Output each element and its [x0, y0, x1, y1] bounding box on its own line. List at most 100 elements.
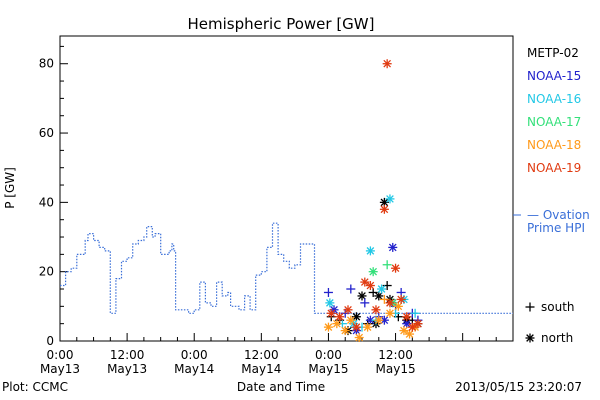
x-tick-label: 12:00 — [110, 348, 145, 362]
point-stroke — [355, 333, 364, 342]
legend-item: METP-02 — [527, 46, 579, 60]
y-tick-label: 80 — [39, 57, 54, 71]
point-stroke — [526, 334, 534, 342]
north-point — [405, 329, 415, 339]
point-stroke — [363, 323, 372, 331]
satellite-points — [323, 59, 423, 343]
north-point — [365, 246, 375, 256]
south-point — [323, 287, 333, 297]
series-noaa-18 — [323, 294, 420, 343]
point-stroke — [366, 316, 375, 325]
y-axis-label: P [GW] — [3, 167, 17, 209]
south-point — [346, 284, 356, 294]
south-point — [525, 302, 535, 312]
point-stroke — [386, 299, 394, 307]
x-tick-label: 0:00 — [315, 348, 342, 362]
point-stroke — [402, 319, 411, 328]
north-point — [391, 263, 401, 273]
north-point — [385, 194, 395, 204]
north-point — [335, 312, 345, 322]
chart-title: Hemispheric Power [GW] — [188, 15, 375, 33]
y-tick-label: 60 — [39, 126, 54, 140]
x-tick-date: May15 — [376, 362, 416, 376]
point-stroke — [326, 299, 334, 307]
point-stroke — [327, 309, 336, 318]
north-point — [374, 291, 384, 301]
ovation-legend-label: — Ovation — [527, 208, 590, 222]
point-stroke — [388, 243, 397, 252]
point-stroke — [372, 305, 380, 314]
x-axis-ticks: 0:00May1312:00May130:00May1412:00May140:… — [40, 333, 514, 376]
north-point — [346, 315, 356, 325]
point-stroke — [344, 305, 352, 314]
point-stroke — [394, 302, 403, 311]
point-stroke — [386, 309, 394, 318]
point-stroke — [360, 278, 369, 286]
north-point — [377, 284, 387, 294]
series-noaa-16 — [325, 194, 420, 332]
x-tick-date: May14 — [241, 362, 281, 376]
north-point — [371, 305, 381, 315]
x-tick-date: May13 — [40, 362, 80, 376]
north-point — [365, 281, 375, 291]
footer-credit: Plot: CCMC — [2, 380, 68, 394]
north-point — [357, 291, 367, 301]
hemisphere-key-label: south — [541, 300, 575, 314]
north-point — [354, 333, 364, 343]
point-stroke — [346, 316, 355, 325]
point-stroke — [374, 316, 383, 325]
point-stroke — [383, 59, 392, 68]
north-point — [326, 308, 336, 318]
north-point — [396, 294, 406, 304]
point-stroke — [358, 292, 366, 300]
x-tick-date: May15 — [308, 362, 348, 376]
north-point — [388, 242, 398, 252]
x-tick-label: 0:00 — [181, 348, 208, 362]
x-tick-date: May14 — [174, 362, 214, 376]
hemisphere-key-label: north — [541, 331, 573, 345]
north-point — [363, 322, 373, 332]
north-point — [332, 319, 342, 329]
north-point — [413, 319, 423, 329]
north-point — [382, 59, 392, 69]
x-tick-date: May13 — [107, 362, 147, 376]
south-point — [382, 260, 392, 270]
north-point — [525, 333, 535, 343]
legend-item: NOAA-18 — [527, 138, 581, 152]
ovation-series — [60, 222, 513, 314]
point-stroke — [377, 285, 386, 293]
north-point — [368, 267, 378, 277]
legend-item: NOAA-15 — [527, 69, 581, 83]
point-stroke — [380, 198, 389, 207]
north-point — [343, 305, 353, 315]
north-point — [340, 326, 350, 336]
point-stroke — [366, 281, 375, 290]
point-stroke — [414, 319, 422, 328]
north-point — [402, 312, 412, 322]
point-stroke — [332, 319, 341, 328]
point-stroke — [408, 323, 417, 331]
plot-frame — [59, 35, 514, 342]
legend-item: NOAA-19 — [527, 161, 581, 175]
point-stroke — [352, 312, 361, 321]
ovation-line — [60, 222, 513, 314]
point-stroke — [391, 264, 400, 273]
point-stroke — [374, 292, 383, 300]
point-stroke — [400, 326, 408, 335]
ovation-legend-label: Prime HPI — [527, 221, 585, 235]
footer-timestamp: 2013/05/15 23:20:07 — [455, 380, 582, 394]
north-point — [323, 322, 333, 332]
legend: METP-02 NOAA-15 NOAA-16 NOAA-17 NOAA-18 NOAA-… — [513, 46, 590, 345]
point-stroke — [405, 330, 414, 338]
point-stroke — [324, 323, 333, 331]
point-stroke — [386, 195, 394, 203]
north-point — [379, 204, 389, 214]
point-stroke — [335, 312, 344, 321]
south-point — [360, 298, 370, 308]
legend-item: NOAA-16 — [527, 92, 581, 106]
point-stroke — [341, 326, 350, 335]
north-point — [351, 322, 361, 332]
x-axis-label: Date and Time — [237, 380, 325, 394]
